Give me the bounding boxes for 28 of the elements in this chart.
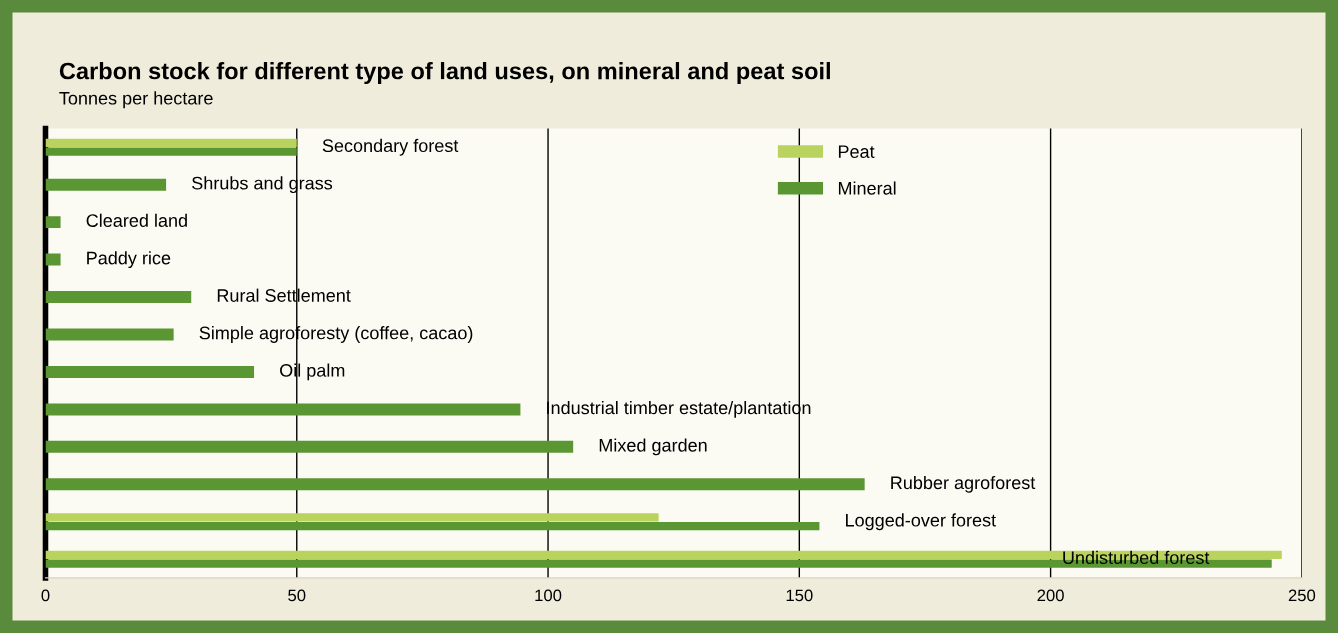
bar <box>45 328 174 341</box>
y-tick-label: Paddy rice <box>87 251 171 268</box>
y-tick-label: Secondary forest <box>322 138 459 156</box>
x-tick-label: 50 <box>288 589 306 602</box>
y-tick-label: Mixed garden <box>599 438 707 456</box>
bar <box>45 440 574 453</box>
x-tick-label: 200 <box>1037 589 1064 602</box>
legend-label: Peat <box>838 145 875 159</box>
legend-label: Mineral <box>838 181 896 195</box>
x-tick-label: 0 <box>41 589 50 602</box>
bar <box>45 178 167 191</box>
x-tick-label: 150 <box>786 589 813 602</box>
y-tick-label: Undisturbed forest <box>1063 550 1210 565</box>
y-tick-label: Rubber agroforest <box>891 475 1036 493</box>
chart-title: Carbon stock for different type of land uses, on mineral and peat soil <box>59 62 830 85</box>
chart-subtitle: Tonnes per hectare <box>59 91 213 109</box>
bar <box>45 291 192 304</box>
bar <box>45 216 61 229</box>
bar <box>45 478 865 491</box>
x-tick-label: 250 <box>1288 589 1316 602</box>
bar <box>45 365 255 378</box>
y-tick-label: Logged-over forest <box>846 513 996 531</box>
bar <box>45 513 659 522</box>
x-tick-label: 100 <box>535 589 562 602</box>
bar <box>45 403 521 416</box>
bar <box>45 253 61 266</box>
y-tick-label: Cleared land <box>86 213 187 227</box>
bar <box>45 138 297 148</box>
